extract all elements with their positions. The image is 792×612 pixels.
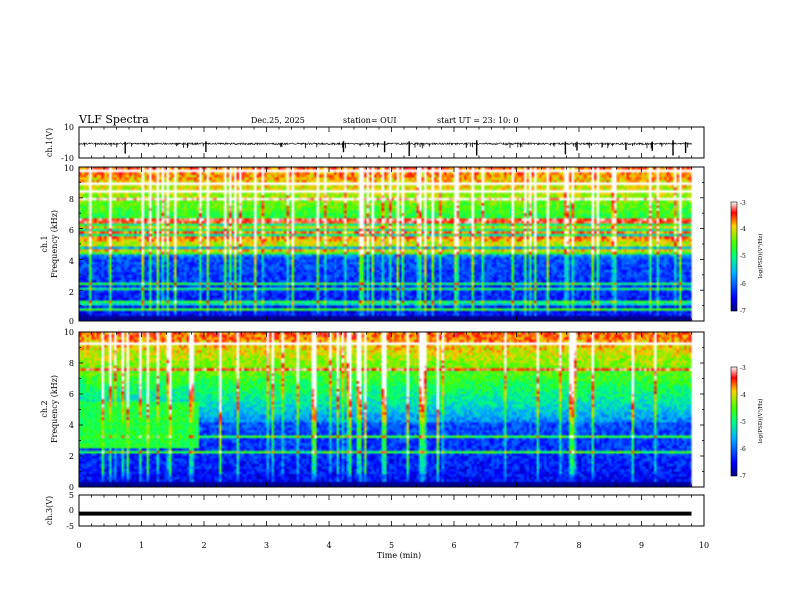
ch2-colorbar-label: log(PSD)(V²/Hz) [757,399,764,444]
start-time-label: start UT = 23: 10: 0 [437,116,518,125]
ch3-ytick-top: 5 [69,491,74,500]
time-axis-title: Time (min) [377,551,421,560]
xtick-label-10: 10 [699,541,709,550]
spec2-raster [79,332,704,487]
ch1-colorbar-tick-m6: -6 [740,281,746,288]
ch2-spectrogram-image [79,332,704,487]
ch1-spectrogram-panel: 0 2 4 6 8 10 ch.1 Frequency (kHz) -3 -4 … [40,164,764,326]
ch1-waveform-spikes [84,140,689,156]
ch1-colorbar-tick-m5: -5 [740,253,746,260]
ch1-spectrogram-ylabel-channel: ch.1 [40,235,49,252]
ch2-colorbar-tick-m6: -6 [740,446,746,453]
xtick-label-0: 0 [76,541,81,550]
ch1-freq-tick-6: 6 [69,226,74,235]
ch3-ytick-bottom: -5 [66,522,74,531]
spec1-raster [79,167,704,321]
ch2-freq-tick-10: 10 [64,328,74,337]
ch3-ytick-mid: 0 [69,506,74,515]
ch1-waveform-ylabel: ch.1(V) [45,128,54,157]
ch1-freq-tick-0: 0 [69,317,74,326]
ch1-colorbar-tick-m7: -7 [740,308,746,315]
ch2-spectrogram-ylabel-channel: ch.2 [40,400,49,417]
ch2-freq-tick-6: 6 [69,390,74,399]
xtick-label-1: 1 [139,541,144,550]
xtick-label-9: 9 [639,541,644,550]
ch1-spectrogram-ylabel-frequency: Frequency (kHz) [50,210,59,278]
ch2-colorbar-tick-m5: -5 [740,419,746,426]
ch2-colorbar-tick-m4: -4 [740,392,746,399]
xtick-label-2: 2 [201,541,206,550]
time-axis-labels: 0 1 2 3 4 5 6 7 8 9 10 [76,541,709,550]
ch2-colorbar-tick-m3: -3 [740,365,746,372]
ch1-freq-tick-8: 8 [69,195,74,204]
ch2-freq-tick-8: 8 [69,359,74,368]
ch1-colorbar-tick-m3: -3 [740,200,746,207]
xtick-label-4: 4 [326,541,331,550]
xtick-label-5: 5 [389,541,394,550]
ch1-colorbar-label: log(PSD)(V²/Hz) [757,234,764,279]
ch1-spectrogram-image [79,167,704,321]
ch1-colorbar [730,201,738,312]
xtick-label-3: 3 [264,541,269,550]
ch2-freq-tick-2: 2 [69,452,74,461]
date-label: Dec.25, 2025 [251,116,305,125]
time-tick-marks [78,127,705,526]
ch2-colorbar-tick-m7: -7 [740,473,746,480]
xtick-label-8: 8 [576,541,581,550]
ch1-ytick-top: 10 [64,123,74,132]
figure-title: VLF Spectra [78,113,149,126]
ch1-freq-tick-10: 10 [64,164,74,173]
ch2-freq-tick-0: 0 [69,483,74,492]
ch1-freq-tick-4: 4 [69,257,74,266]
ch3-waveform-panel: 5 0 -5 ch.3(V) [45,491,705,531]
ch1-waveform-panel: 10 -10 ch.1(V) [45,123,705,163]
station-label: station= OUI [343,116,397,125]
ch3-waveform-ylabel: ch.3(V) [45,496,54,525]
xtick-label-6: 6 [451,541,456,550]
ch1-freq-tick-2: 2 [69,288,74,297]
ch1-colorbar-tick-m4: -4 [740,226,746,233]
xtick-label-7: 7 [514,541,519,550]
ch1-ytick-bottom: -10 [61,154,74,163]
ch2-spectrogram-panel: 0 2 4 6 8 10 ch.2 Frequency (kHz) -3 -4 … [40,328,764,492]
ch2-freq-tick-4: 4 [69,421,74,430]
ch2-colorbar [730,366,738,477]
ch2-spectrogram-ylabel-frequency: Frequency (kHz) [50,375,59,443]
